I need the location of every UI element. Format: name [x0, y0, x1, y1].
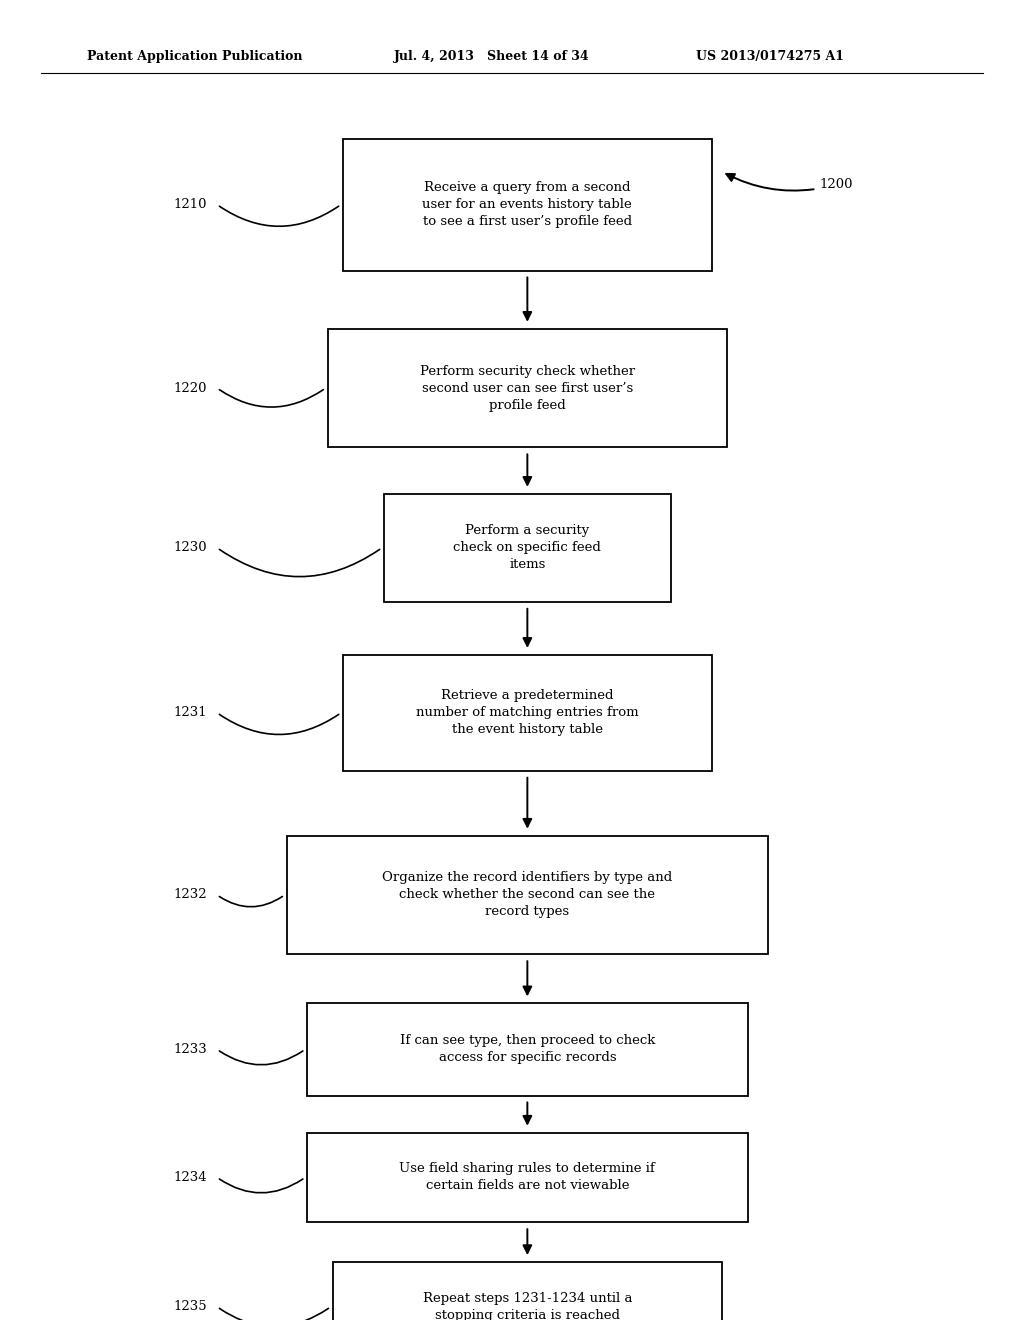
Text: Patent Application Publication: Patent Application Publication — [87, 50, 302, 63]
Text: Repeat steps 1231-1234 until a
stopping criteria is reached: Repeat steps 1231-1234 until a stopping … — [423, 1292, 632, 1320]
Text: 1230: 1230 — [173, 541, 207, 554]
Bar — [384, 494, 671, 602]
Text: US 2013/0174275 A1: US 2013/0174275 A1 — [696, 50, 845, 63]
Text: Perform a security
check on specific feed
items: Perform a security check on specific fee… — [454, 524, 601, 572]
Text: 1210: 1210 — [173, 198, 207, 211]
Text: 1220: 1220 — [173, 381, 207, 395]
Bar — [287, 836, 768, 954]
Text: Receive a query from a second
user for an events history table
to see a first us: Receive a query from a second user for a… — [423, 181, 632, 228]
Text: Perform security check whether
second user can see first user’s
profile feed: Perform security check whether second us… — [420, 364, 635, 412]
Text: Organize the record identifiers by type and
check whether the second can see the: Organize the record identifiers by type … — [382, 871, 673, 919]
Text: 1234: 1234 — [173, 1171, 207, 1184]
Bar — [328, 329, 727, 447]
Text: 1235: 1235 — [173, 1300, 207, 1313]
Bar — [333, 1262, 722, 1320]
Text: 1232: 1232 — [173, 888, 207, 902]
Text: Figure 12: Figure 12 — [463, 1287, 561, 1305]
Text: Retrieve a predetermined
number of matching entries from
the event history table: Retrieve a predetermined number of match… — [416, 689, 639, 737]
Bar — [343, 139, 712, 271]
Text: 1200: 1200 — [726, 174, 853, 191]
Text: 1233: 1233 — [173, 1043, 207, 1056]
Text: 1231: 1231 — [173, 706, 207, 719]
Bar — [307, 1003, 748, 1096]
Bar — [343, 655, 712, 771]
Bar — [307, 1133, 748, 1222]
Text: Jul. 4, 2013   Sheet 14 of 34: Jul. 4, 2013 Sheet 14 of 34 — [394, 50, 590, 63]
Text: Use field sharing rules to determine if
certain fields are not viewable: Use field sharing rules to determine if … — [399, 1163, 655, 1192]
Text: If can see type, then proceed to check
access for specific records: If can see type, then proceed to check a… — [399, 1035, 655, 1064]
